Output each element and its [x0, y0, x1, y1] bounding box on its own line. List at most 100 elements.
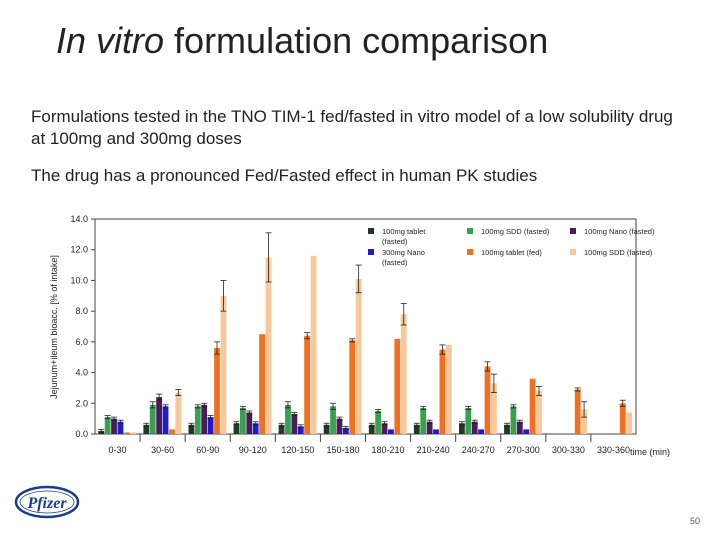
bar [381, 423, 388, 434]
bar [368, 424, 375, 434]
y-tick-label: 12.0 [70, 245, 88, 255]
x-category-label: 30-60 [151, 445, 174, 455]
x-category-label: 180-210 [372, 445, 405, 455]
legend-swatch [368, 249, 374, 255]
bar [574, 389, 581, 434]
bar [259, 334, 265, 434]
bar [626, 412, 633, 434]
title-italic: In vitro [56, 20, 165, 61]
bar [478, 429, 485, 434]
bar [400, 314, 407, 434]
x-category-label: 120-150 [281, 445, 314, 455]
bar [169, 429, 175, 434]
bar [149, 404, 156, 434]
bar [491, 383, 497, 434]
x-category-label: 240-270 [462, 445, 495, 455]
bar [355, 278, 362, 434]
bar [130, 432, 137, 434]
bullet-formulations: Formulations tested in the TNO TIM-1 fed… [31, 107, 673, 148]
bar [162, 406, 169, 434]
bar [330, 406, 336, 434]
x-category-label: 210-240 [417, 445, 450, 455]
bar [388, 429, 394, 434]
pfizer-logo: Pfizer [14, 485, 80, 519]
bar [420, 407, 427, 434]
x-category-label: 300-330 [552, 445, 585, 455]
page-number: 50 [690, 516, 701, 526]
bar [297, 426, 304, 434]
bar [304, 335, 311, 434]
legend-label: 100mg SDD (fasted) [481, 227, 550, 236]
x-category-label: 150-180 [326, 445, 359, 455]
legend-swatch [467, 249, 473, 255]
bar [484, 366, 491, 434]
bar [323, 424, 330, 434]
legend-swatch [467, 228, 473, 234]
x-category-label: 270-300 [507, 445, 540, 455]
legend-swatch [368, 228, 374, 234]
bar [207, 417, 214, 434]
y-tick-label: 10.0 [70, 275, 88, 285]
slide-title: In vitro formulation comparison [56, 20, 548, 62]
bullet-fed-fasted-effect: The drug has a pronounced Fed/Fasted eff… [31, 166, 538, 185]
bar [123, 432, 130, 434]
bar [111, 418, 117, 434]
bar [239, 407, 246, 434]
x-category-label: 60-90 [196, 445, 219, 455]
bar [220, 295, 227, 434]
legend-swatch [570, 249, 576, 255]
bar [143, 424, 150, 434]
legend-swatch [570, 228, 576, 234]
bar [375, 410, 382, 434]
bar [459, 423, 465, 434]
bar [156, 397, 163, 434]
y-axis-label: Jejunum+ileum bioacc. [% of intake] [49, 255, 59, 399]
bar [465, 407, 472, 434]
bar [278, 424, 285, 434]
legend-label: 100mg tablet (fasted) [382, 227, 426, 246]
bar [516, 421, 523, 434]
bar [285, 404, 291, 434]
bar [201, 404, 208, 434]
bar [433, 429, 439, 434]
bar [342, 427, 349, 434]
bar [246, 412, 253, 434]
bar [104, 417, 111, 434]
bar [214, 348, 220, 434]
x-category-label: 0-30 [109, 445, 127, 455]
x-category-label: 330-360 [597, 445, 630, 455]
legend-label: 100mg tablet (fed) [481, 248, 542, 257]
bar [233, 423, 240, 434]
bar [536, 391, 542, 434]
bar [117, 421, 124, 434]
y-tick-label: 2.0 [75, 398, 88, 408]
bar [188, 424, 195, 434]
bar [394, 338, 401, 434]
legend-label: 100mg SDD (fasted) [584, 248, 653, 257]
bar [413, 424, 420, 434]
bar [175, 392, 182, 434]
bar [445, 344, 452, 434]
bar [581, 409, 587, 434]
legend-label: 300mg Nano (fasted) [382, 248, 425, 267]
y-tick-label: 6.0 [75, 337, 88, 347]
y-tick-label: 4.0 [75, 368, 88, 378]
bar [504, 424, 510, 434]
svg-text:Pfizer: Pfizer [26, 495, 67, 512]
bar [265, 257, 272, 434]
bar [426, 421, 433, 434]
bar [310, 255, 317, 434]
bar [252, 423, 259, 434]
legend-label: 100mg Nano (fasted) [584, 227, 655, 236]
y-tick-label: 8.0 [75, 306, 88, 316]
bar [439, 349, 446, 434]
x-axis-label: time (min) [630, 447, 670, 457]
y-tick-label: 14.0 [70, 214, 88, 224]
title-rest: formulation comparison [164, 20, 549, 61]
x-category-label: 90-120 [239, 445, 267, 455]
bar [619, 403, 626, 434]
bar [471, 421, 478, 434]
y-tick-label: 0.0 [75, 429, 88, 439]
bar [529, 378, 536, 434]
